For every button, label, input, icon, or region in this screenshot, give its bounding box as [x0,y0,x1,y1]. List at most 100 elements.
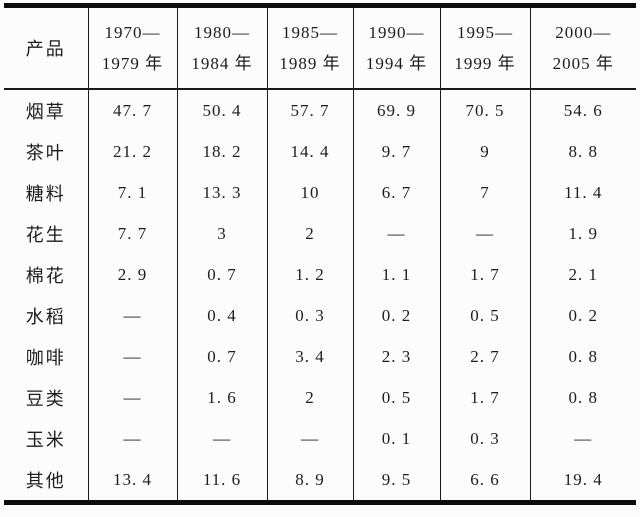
value-cell: 0. 1 [352,418,441,459]
value-cell: — [87,295,178,336]
value-cell: 0. 8 [529,377,636,418]
value-cell: 14. 4 [266,131,354,172]
value-cell: 13. 3 [176,172,268,213]
value-cell: 2. 1 [529,254,636,295]
value-cell: 0. 7 [176,254,268,295]
value-cell: 9 [439,131,531,172]
value-cell: — [439,213,531,254]
value-cell: 2. 9 [87,254,178,295]
value-cell: 0. 7 [176,336,268,377]
value-cell: 6. 7 [352,172,441,213]
header-period: 1990— 1994 年 [352,5,441,90]
value-cell: 69. 9 [352,89,441,131]
value-cell: 0. 3 [439,418,531,459]
row-product-label: 糖料 [4,172,89,213]
value-cell: 1. 7 [439,377,531,418]
value-cell: — [352,213,441,254]
header-period-line1: 1970— [104,23,161,42]
row-product-label: 花生 [4,213,89,254]
value-cell: 0. 5 [352,377,441,418]
table-row: 烟草 47. 7 50. 4 57. 7 69. 9 70. 5 54. 6 [4,89,636,131]
row-product-label: 棉花 [4,254,89,295]
header-period-line2: 1989 年 [279,54,341,73]
header-period-line2: 1984 年 [191,54,253,73]
header-period: 1985— 1989 年 [266,5,354,90]
table-row: 豆类 —1. 6 2 0. 5 1. 7 0. 8 [4,377,636,418]
value-cell: 2 [266,377,354,418]
row-product-label: 茶叶 [4,131,89,172]
value-cell: 3. 4 [266,336,354,377]
value-cell: 57. 7 [266,89,354,131]
table-row: 玉米 — — —0. 1 0. 3— [4,418,636,459]
product-period-table: 产品 1970— 1979 年 1980— 1984 年 1985— 1989 年 1990—… [4,3,636,505]
value-cell: 47. 7 [87,89,178,131]
table-row: 其他 13. 4 11. 6 8. 9 9. 5 6. 6 19. 4 [4,459,636,503]
table-row: 茶叶 21. 2 18. 2 14. 4 9. 7 9 8. 8 [4,131,636,172]
header-period: 1995— 1999 年 [439,5,531,90]
row-product-label: 水稻 [4,295,89,336]
value-cell: 0. 2 [352,295,441,336]
value-cell: 18. 2 [176,131,268,172]
value-cell: 70. 5 [439,89,531,131]
value-cell: 7 [439,172,531,213]
header-row: 产品 1970— 1979 年 1980— 1984 年 1985— 1989 年 1990—… [4,5,636,90]
header-period: 1980— 1984 年 [176,5,268,90]
value-cell: 1. 1 [352,254,441,295]
table-header: 产品 1970— 1979 年 1980— 1984 年 1985— 1989 年 1990—… [4,5,636,90]
header-product: 产品 [4,5,89,90]
header-period-line1: 1985— [282,23,338,42]
header-period: 2000— 2005 年 [529,5,636,90]
value-cell: 1. 9 [529,213,636,254]
value-cell: 0. 5 [439,295,531,336]
header-period-line2: 1979 年 [101,54,164,73]
value-cell: 6. 6 [439,459,531,503]
value-cell: — [87,377,178,418]
table-row: 咖啡 —0. 7 3. 4 2. 3 2. 7 0. 8 [4,336,636,377]
value-cell: 54. 6 [529,89,636,131]
value-cell: 10 [266,172,354,213]
row-product-label: 豆类 [4,377,89,418]
value-cell: 0. 2 [529,295,636,336]
value-cell: 0. 3 [266,295,354,336]
value-cell: 7. 1 [87,172,178,213]
row-product-label: 其他 [4,459,89,503]
value-cell: 0. 4 [176,295,268,336]
header-period-line2: 1994 年 [365,54,428,73]
value-cell: 2. 7 [439,336,531,377]
value-cell: 3 [176,213,268,254]
value-cell: 9. 7 [352,131,441,172]
value-cell: 19. 4 [529,459,636,503]
value-cell: 11. 4 [529,172,636,213]
table-row: 水稻 —0. 4 0. 3 0. 2 0. 5 0. 2 [4,295,636,336]
table-row: 棉花 2. 9 0. 7 1. 2 1. 1 1. 7 2. 1 [4,254,636,295]
value-cell: 7. 7 [87,213,178,254]
value-cell: 2 [266,213,354,254]
value-cell: 0. 8 [529,336,636,377]
value-cell: 21. 2 [87,131,178,172]
header-period-line1: 1995— [457,23,513,42]
header-period: 1970— 1979 年 [87,5,178,90]
value-cell: — [87,418,178,459]
value-cell: 11. 6 [176,459,268,503]
row-product-label: 烟草 [4,89,89,131]
header-period-line1: 1980— [194,23,250,42]
table-row: 花生 7. 7 3 2— —1. 9 [4,213,636,254]
value-cell: — [266,418,354,459]
value-cell: 1. 7 [439,254,531,295]
header-period-line2: 2005 年 [552,54,614,73]
value-cell: — [87,336,178,377]
value-cell: 1. 2 [266,254,354,295]
table-row: 糖料 7. 1 13. 3 10 6. 7 7 11. 4 [4,172,636,213]
value-cell: — [176,418,268,459]
value-cell: 13. 4 [87,459,178,503]
header-period-line2: 1999 年 [454,54,516,73]
header-period-line1: 1990— [368,23,425,42]
row-product-label: 玉米 [4,418,89,459]
value-cell: 9. 5 [352,459,441,503]
value-cell: 1. 6 [176,377,268,418]
row-product-label: 咖啡 [4,336,89,377]
value-cell: 8. 8 [529,131,636,172]
value-cell: 50. 4 [176,89,268,131]
